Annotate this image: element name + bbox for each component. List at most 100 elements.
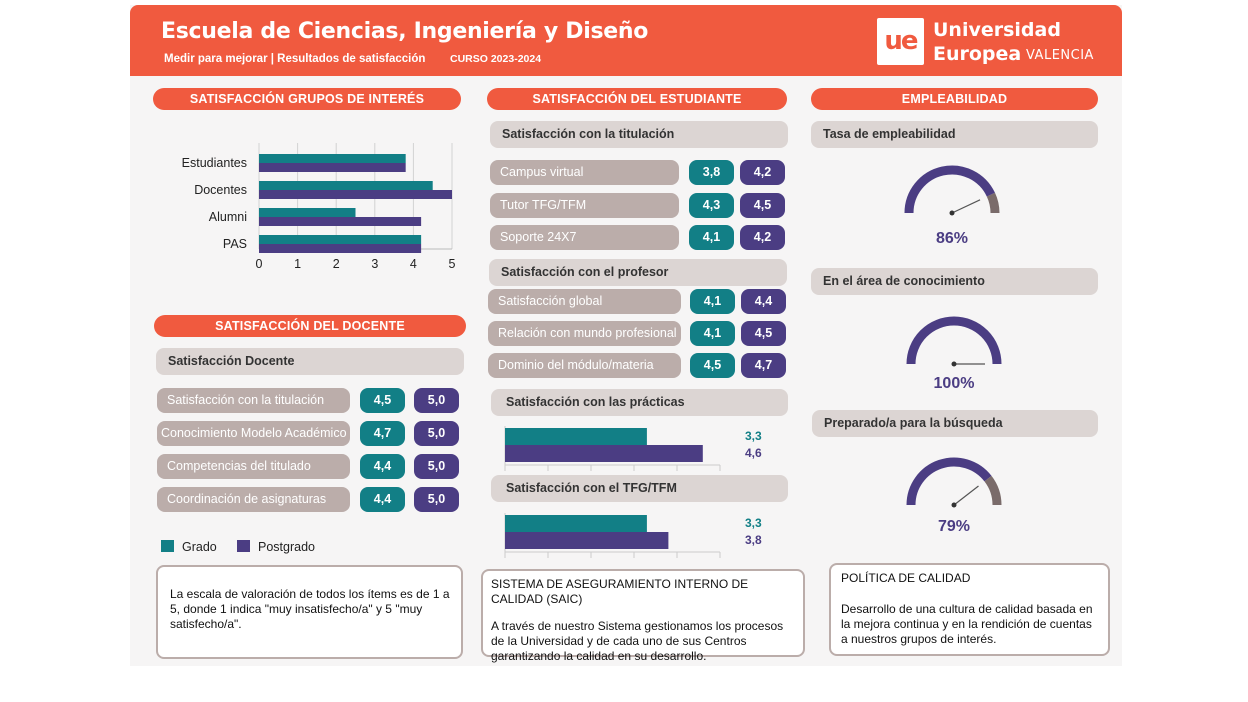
tick-label: 5 [449,257,456,271]
docente-subtitle: Satisfacción Docente [156,348,464,375]
docente-value-grado: 4,4 [360,487,405,512]
bar [259,217,422,226]
gauge-value: 79% [937,518,971,535]
docente-section-title: SATISFACCIÓN DEL DOCENTE [154,315,466,337]
bar [505,532,669,549]
titulacion-subtitle: Satisfacción con la titulación [490,121,788,148]
docente-value-grado: 4,7 [360,421,405,446]
data-label: 4,6 [745,446,762,460]
profesor-item-label: Satisfacción global [488,289,681,314]
legend-grado-label: Grado [182,540,217,554]
profesor-value-postgrado: 4,4 [741,289,786,314]
practicas-subtitle: Satisfacción con las prácticas [491,389,788,416]
profesor-subtitle: Satisfacción con el profesor [489,259,787,286]
logo-text-universidad: Universidad [933,19,1061,41]
bar [505,445,703,462]
titulacion-value-postgrado: 4,2 [740,225,785,250]
bar [259,190,452,199]
gauge-label: Preparado/a para la búsqueda [812,410,1098,437]
docente-value-postgrado: 5,0 [414,454,459,479]
titulacion-value-grado: 4,3 [689,193,734,218]
saic-note: SISTEMA DE ASEGURAMIENTO INTERNO DE CALI… [481,569,805,663]
tick-label: 1 [294,257,301,271]
titulacion-item-label: Campus virtual [490,160,679,185]
gauge-fill-arc [904,165,995,214]
gauge-pivot [951,502,957,508]
profesor-value-grado: 4,1 [690,321,735,346]
gauge-fill-arc [906,316,1002,365]
legend-postgrado-swatch [237,540,250,552]
category-label: Alumni [209,210,247,224]
profesor-value-grado: 4,5 [690,353,735,378]
gauge-empleabilidad [904,165,1000,216]
escala-note: La escala de valoración de todos los íte… [156,565,463,659]
course-label: CURSO 2023-2024 [450,53,542,65]
politica-note: POLÍTICA DE CALIDAD Desarrollo de una cu… [829,563,1110,656]
data-label: 3,8 [745,533,762,547]
data-label: 3,3 [745,429,762,443]
titulacion-item-label: Tutor TFG/TFM [490,193,679,218]
category-label: Estudiantes [182,156,247,170]
gauge-preparado [906,457,1002,508]
docente-value-postgrado: 5,0 [414,487,459,512]
category-label: Docentes [194,183,247,197]
saic-title: SISTEMA DE ASEGURAMIENTO INTERNO DE CALI… [491,577,749,606]
legend-postgrado-label: Postgrado [258,540,315,554]
docente-item-label: Satisfacción con la titulación [157,388,350,413]
politica-body: Desarrollo de una cultura de calidad bas… [841,602,1093,646]
titulacion-item-label: Soporte 24X7 [490,225,679,250]
escala-note-text: La escala de valoración de todos los íte… [170,587,450,631]
gauge-label: En el área de conocimiento [811,268,1098,295]
category-label: PAS [223,237,247,251]
gauge-needle [953,485,979,506]
profesor-item-label: Relación con mundo profesional [488,321,681,346]
grupos-section-title: SATISFACCIÓN GRUPOS DE INTERÉS [153,88,461,110]
profesor-item-label: Dominio del módulo/materia [488,353,681,378]
bar [505,515,647,532]
tick-label: 4 [410,257,417,271]
docente-value-grado: 4,4 [360,454,405,479]
gauge-label: Tasa de empleabilidad [811,121,1098,148]
university-logo: ue [877,18,924,65]
titulacion-value-grado: 4,1 [689,225,734,250]
gauge-value: 86% [935,230,969,247]
gauge-remaining-arc [984,475,1002,506]
practicas-bar-chart: 3,34,6 [504,426,762,471]
page-title: Escuela de Ciencias, Ingeniería y Diseño [161,19,649,44]
bar [259,208,356,217]
profesor-value-grado: 4,1 [690,289,735,314]
gauge-area-conocimiento [906,316,1002,367]
gauge-needle [951,199,981,214]
saic-body: A través de nuestro Sistema gestionamos … [491,619,784,663]
bar [259,163,406,172]
bar [259,181,433,190]
bar [259,235,422,244]
gauge-fill-arc [906,457,992,506]
profesor-value-postgrado: 4,7 [741,353,786,378]
titulacion-value-postgrado: 4,2 [740,160,785,185]
logo-text-valencia: VALENCIA [1026,48,1094,63]
gauge-pivot [949,210,955,216]
docente-item-label: Conocimiento Modelo Académico [157,421,350,446]
docente-item-label: Coordinación de asignaturas [157,487,350,512]
header-banner: Escuela de Ciencias, Ingeniería y Diseño… [130,5,1122,76]
tick-label: 2 [333,257,340,271]
tfg-subtitle: Satisfacción con el TFG/TFM [491,475,788,502]
tick-label: 3 [371,257,378,271]
docente-value-postgrado: 5,0 [414,388,459,413]
bar [505,428,647,445]
estudiante-section-title: SATISFACCIÓN DEL ESTUDIANTE [487,88,787,110]
tick-label: 0 [256,257,263,271]
docente-value-grado: 4,5 [360,388,405,413]
bar [259,154,406,163]
gauge-remaining-arc [986,192,1000,214]
tfg-bar-chart: 3,33,8 [504,513,762,558]
profesor-value-postgrado: 4,5 [741,321,786,346]
logo-text-europea: Europea [933,43,1022,65]
politica-title: POLÍTICA DE CALIDAD [841,571,971,585]
titulacion-value-grado: 3,8 [689,160,734,185]
titulacion-value-postgrado: 4,5 [740,193,785,218]
docente-value-postgrado: 5,0 [414,421,459,446]
gauge-pivot [951,361,957,367]
bar [259,244,422,253]
